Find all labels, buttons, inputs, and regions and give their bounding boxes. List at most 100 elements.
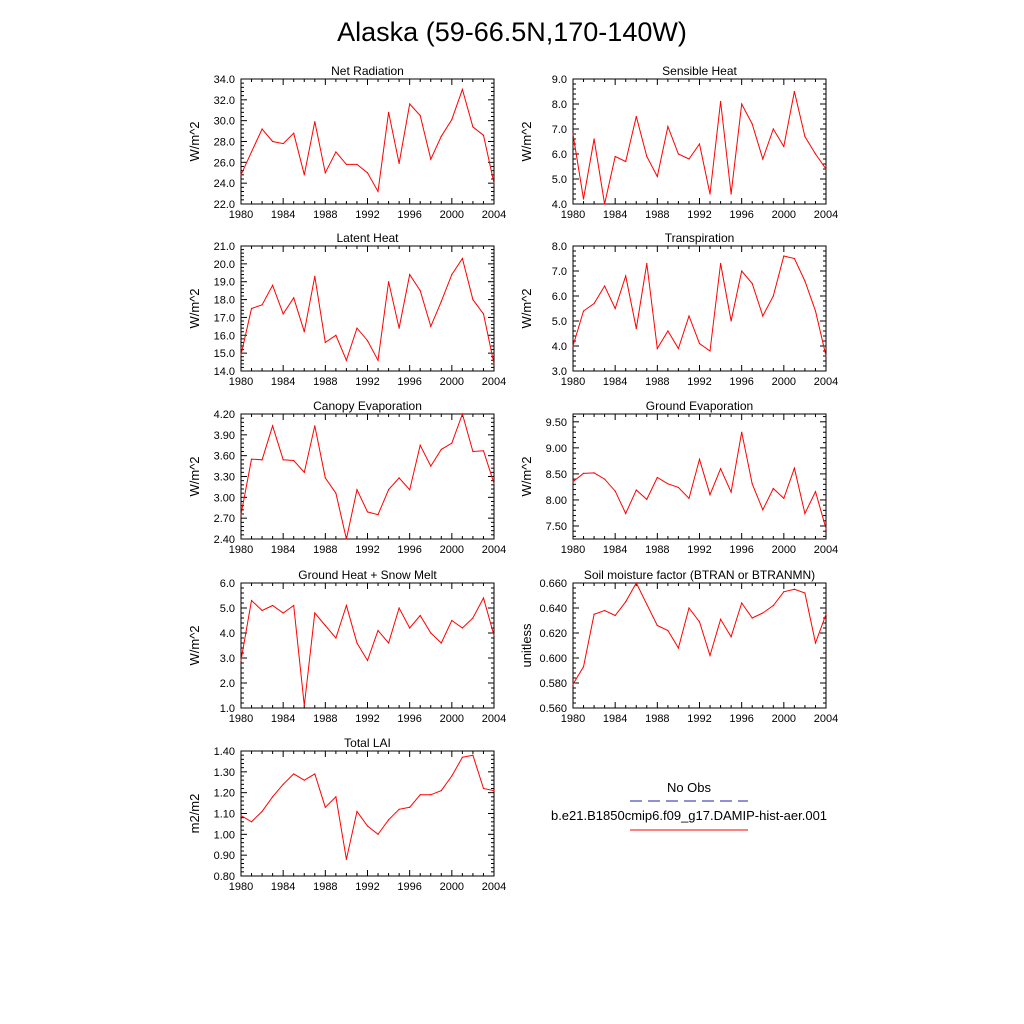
- y-tick-label: 34.0: [214, 74, 235, 86]
- legend: No Obs b.e21.B1850cmip6.f09_g17.DAMIP-hi…: [551, 780, 827, 831]
- chart-panel: Sensible Heat W/m^2 1980 1984 1988 1992 1996 20…: [519, 64, 838, 221]
- data-point: [440, 135, 442, 137]
- data-point: [493, 482, 495, 485]
- x-tick-label: 1988: [645, 544, 669, 556]
- data-point: [741, 431, 743, 433]
- data-point: [783, 145, 785, 148]
- y-tick-label: 16.0: [214, 330, 235, 342]
- y-tick-label: 4.20: [214, 409, 235, 421]
- y-tick-label: 5.0: [220, 603, 235, 615]
- y-tick-label: 20.0: [214, 259, 235, 271]
- x-tick-label: 2004: [482, 209, 506, 221]
- chart-panel: Total LAI m2/m2 1980 1984 1988 1992 1996 2000 20…: [187, 736, 506, 893]
- x-tick-label: 1984: [603, 544, 627, 556]
- data-point: [387, 281, 390, 283]
- data-point: [730, 636, 732, 638]
- x-tick-label: 1980: [229, 881, 253, 893]
- data-point: [377, 190, 379, 193]
- data-point: [667, 483, 669, 485]
- x-tick-label: 1996: [397, 713, 421, 725]
- data-point: [593, 302, 595, 305]
- data-point: [709, 494, 711, 496]
- data-point: [582, 198, 585, 200]
- data-point: [314, 275, 316, 277]
- series-line: [240, 754, 495, 860]
- x-tick-label: 1996: [729, 209, 753, 221]
- data-point: [482, 597, 485, 599]
- data-point: [582, 666, 585, 668]
- x-tick-label: 1988: [645, 209, 669, 221]
- data-point: [409, 806, 411, 808]
- x-tick-label: 1996: [397, 209, 421, 221]
- data-point: [324, 477, 326, 479]
- plot-frame: [572, 413, 827, 540]
- y-tick-label: 3.30: [214, 472, 235, 484]
- data-point: [698, 342, 701, 345]
- data-point: [387, 111, 390, 113]
- data-point: [667, 330, 669, 332]
- x-tick-label: 2004: [814, 544, 838, 556]
- data-point: [250, 599, 253, 602]
- y-tick-label: 9.0: [552, 74, 567, 86]
- data-point: [409, 489, 411, 491]
- data-point: [324, 624, 326, 627]
- data-point: [366, 659, 369, 662]
- data-point: [604, 285, 606, 287]
- data-point: [804, 512, 806, 515]
- data-point: [272, 425, 274, 427]
- x-tick-label: 1992: [355, 544, 379, 556]
- data-point: [472, 754, 474, 756]
- chart-panel: Transpiration W/m^2 1980 1984 1988 1992 1996 20…: [519, 231, 838, 388]
- data-point: [688, 158, 690, 160]
- data-point: [240, 659, 242, 662]
- data-point: [293, 297, 295, 299]
- y-axis-label: W/m^2: [187, 288, 202, 328]
- y-tick-label: 5.0: [552, 316, 567, 328]
- data-point: [345, 359, 348, 361]
- panel-title: Soil moisture factor (BTRAN or BTRANMN): [584, 568, 815, 582]
- data-point: [741, 103, 743, 105]
- data-point: [825, 613, 827, 615]
- data-point: [240, 174, 242, 176]
- data-point: [261, 810, 263, 813]
- data-point: [366, 340, 369, 342]
- data-point: [314, 612, 316, 614]
- x-tick-label: 2004: [482, 376, 506, 388]
- data-point: [335, 492, 337, 494]
- data-point: [783, 255, 785, 257]
- data-point: [719, 468, 722, 470]
- x-tick-label: 1992: [687, 376, 711, 388]
- data-point: [772, 604, 774, 607]
- data-point: [688, 497, 690, 499]
- y-tick-label: 1.40: [214, 746, 235, 758]
- x-tick-label: 2000: [772, 376, 796, 388]
- data-point: [282, 313, 284, 315]
- x-tick-label: 1984: [271, 881, 295, 893]
- data-point: [677, 347, 680, 350]
- data-point: [709, 654, 711, 657]
- x-tick-label: 1992: [355, 713, 379, 725]
- data-point: [282, 459, 284, 461]
- data-point: [625, 512, 627, 515]
- data-point: [356, 163, 358, 166]
- y-axis-label: W/m^2: [187, 625, 202, 665]
- data-point: [482, 787, 485, 790]
- y-tick-label: 1.30: [214, 767, 235, 779]
- x-tick-label: 2000: [440, 376, 464, 388]
- data-point: [335, 637, 337, 639]
- y-tick-label: 3.90: [214, 430, 235, 442]
- data-point: [377, 514, 379, 516]
- data-point: [272, 604, 274, 607]
- x-tick-label: 1984: [271, 209, 295, 221]
- x-tick-label: 1988: [313, 544, 337, 556]
- y-tick-label: 8.50: [546, 469, 567, 481]
- data-point: [688, 607, 690, 609]
- data-point: [430, 794, 432, 796]
- data-point: [282, 783, 284, 785]
- data-point: [366, 511, 369, 513]
- data-point: [240, 354, 242, 356]
- y-tick-label: 4.0: [552, 341, 567, 353]
- data-point: [366, 825, 369, 827]
- data-point: [335, 796, 337, 798]
- data-point: [472, 450, 474, 453]
